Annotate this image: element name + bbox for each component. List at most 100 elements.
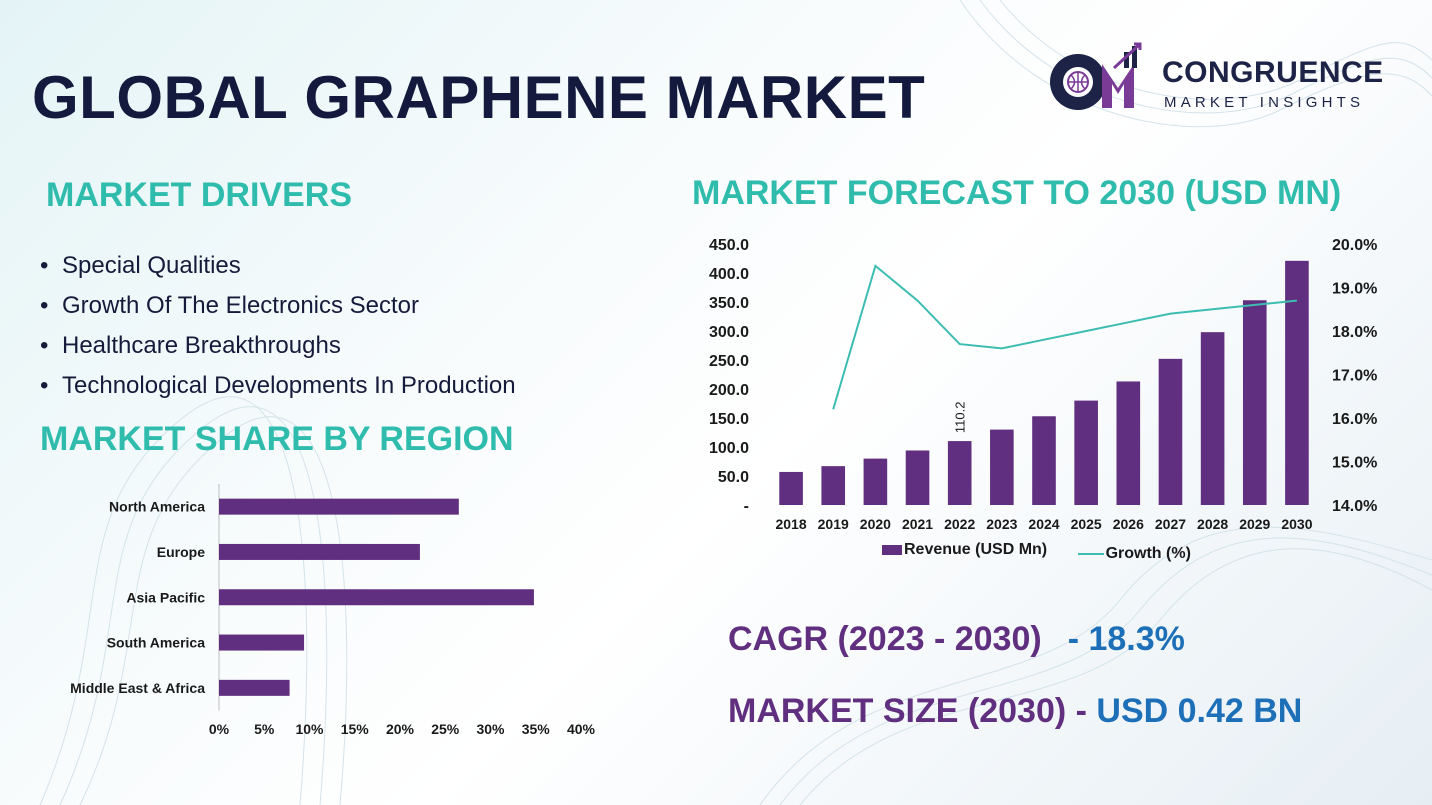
forecast-legend: Revenue (USD Mn) Growth (%) — [882, 541, 1217, 563]
x-tick-label: 2019 — [818, 516, 849, 532]
logo-tagline: MARKET INSIGHTS — [1164, 94, 1365, 111]
y-left-tick-label: 300.0 — [709, 324, 749, 341]
x-tick-label: 2030 — [1281, 516, 1312, 532]
logo-name: CONGRUENCE — [1162, 56, 1384, 89]
legend-label-growth: Growth (%) — [1105, 545, 1191, 562]
y-tick-label: South America — [107, 635, 205, 651]
bar-data-label: 110.2 — [953, 402, 968, 434]
company-logo: CONGRUENCE MARKET INSIGHTS — [1044, 38, 1404, 118]
market-drivers-heading: MARKET DRIVERS — [46, 176, 353, 214]
list-item: • Healthcare Breakthroughs — [40, 328, 516, 368]
y-tick-label: Europe — [157, 544, 205, 560]
bullet-icon: • — [40, 252, 49, 279]
bar-revenue — [947, 441, 972, 505]
legend-item-revenue: Revenue (USD Mn) — [882, 541, 1047, 559]
y-tick-label: North America — [109, 499, 205, 515]
driver-text: Growth Of The Electronics Sector — [62, 292, 420, 319]
y-left-tick-label: 450.0 — [709, 237, 749, 254]
y-right-tick-label: 19.0% — [1332, 281, 1377, 298]
y-right-tick-label: 17.0% — [1332, 368, 1377, 385]
x-tick-label: 2022 — [944, 516, 975, 532]
bar-revenue — [863, 458, 888, 505]
x-tick-label: 10% — [295, 721, 324, 737]
market-size-stat: MARKET SIZE (2030) - USD 0.42 BN — [728, 692, 1302, 731]
region-share-heading: MARKET SHARE BY REGION — [40, 420, 514, 458]
list-item: • Technological Developments In Productio… — [40, 368, 516, 408]
x-tick-label: 5% — [254, 721, 275, 737]
bar-revenue — [1200, 332, 1225, 505]
y-right-tick-label: 20.0% — [1332, 237, 1377, 254]
bullet-icon: • — [40, 372, 49, 399]
bar-region-share — [219, 634, 305, 651]
y-right-tick-label: 15.0% — [1332, 455, 1377, 472]
bullet-icon: • — [40, 292, 49, 319]
bar-revenue — [779, 471, 803, 505]
legend-label-revenue: Revenue (USD Mn) — [904, 541, 1048, 558]
y-left-tick-label: 50.0 — [718, 469, 749, 486]
bar-revenue — [1074, 400, 1098, 505]
bar-revenue — [1242, 300, 1267, 505]
list-item: • Growth Of The Electronics Sector — [40, 288, 516, 328]
x-tick-label: 2018 — [775, 516, 806, 532]
x-tick-label: 40% — [567, 721, 596, 737]
y-left-tick-label: 250.0 — [709, 353, 749, 370]
y-left-tick-label: 200.0 — [709, 382, 749, 399]
x-tick-label: 2021 — [902, 516, 933, 532]
y-tick-label: Asia Pacific — [126, 589, 205, 605]
cagr-label: CAGR (2023 - 2030) — [728, 620, 1042, 658]
y-left-tick-label: 350.0 — [709, 295, 749, 312]
x-tick-label: 2029 — [1239, 516, 1270, 532]
bar-revenue — [905, 450, 930, 505]
x-tick-label: 2023 — [986, 516, 1017, 532]
driver-text: Healthcare Breakthroughs — [62, 332, 341, 359]
x-tick-label: 2028 — [1197, 516, 1228, 532]
x-tick-label: 2027 — [1155, 516, 1186, 532]
forecast-heading: MARKET FORECAST TO 2030 (USD MN) — [692, 174, 1342, 212]
page-title: GLOBAL GRAPHENE MARKET — [32, 64, 926, 131]
bar-revenue — [1116, 381, 1141, 505]
logo-mark-icon — [1050, 42, 1142, 110]
y-right-tick-label: 18.0% — [1332, 324, 1377, 341]
x-tick-label: 2026 — [1113, 516, 1144, 532]
x-tick-label: 15% — [341, 721, 370, 737]
bar-revenue — [821, 466, 846, 505]
cagr-value: - 18.3% — [1067, 620, 1185, 658]
y-left-tick-label: 150.0 — [709, 411, 749, 428]
growth-line — [832, 264, 1298, 410]
cagr-stat: CAGR (2023 - 2030) - 18.3% — [728, 620, 1185, 659]
x-tick-label: 30% — [476, 721, 505, 737]
bar-revenue — [1285, 260, 1309, 505]
market-size-value: USD 0.42 BN — [1096, 692, 1303, 730]
x-tick-label: 2024 — [1028, 516, 1059, 532]
driver-text: Technological Developments In Production — [62, 372, 516, 399]
bar-revenue — [1032, 416, 1056, 505]
x-tick-label: 35% — [522, 721, 551, 737]
x-tick-label: 2025 — [1071, 516, 1102, 532]
bar-region-share — [219, 498, 459, 515]
y-right-tick-label: 16.0% — [1332, 411, 1377, 428]
bar-region-share — [219, 589, 534, 606]
y-left-tick-label: 100.0 — [709, 440, 749, 457]
bar-revenue — [1158, 358, 1183, 505]
bar-region-share — [219, 679, 290, 696]
legend-line-swatch — [1077, 553, 1104, 555]
driver-text: Special Qualities — [62, 252, 241, 279]
bullet-icon: • — [40, 332, 49, 359]
x-tick-label: 20% — [386, 721, 415, 737]
x-tick-label: 25% — [431, 721, 460, 737]
x-tick-label: 2020 — [860, 516, 891, 532]
market-drivers-list: • Special Qualities • Growth Of The Electr… — [40, 248, 516, 408]
bar-revenue — [990, 429, 1014, 505]
x-tick-label: 0% — [209, 721, 230, 737]
list-item: • Special Qualities — [40, 248, 516, 288]
y-left-tick-label: 400.0 — [709, 266, 749, 283]
y-right-tick-label: 14.0% — [1332, 498, 1377, 515]
bar-region-share — [219, 543, 420, 560]
y-tick-label: Middle East & Africa — [70, 680, 205, 696]
y-left-tick-label: - — [744, 498, 749, 515]
legend-bar-swatch — [882, 545, 902, 555]
legend-item-growth: Growth (%) — [1077, 545, 1191, 563]
market-size-label: MARKET SIZE (2030) - — [728, 692, 1087, 730]
